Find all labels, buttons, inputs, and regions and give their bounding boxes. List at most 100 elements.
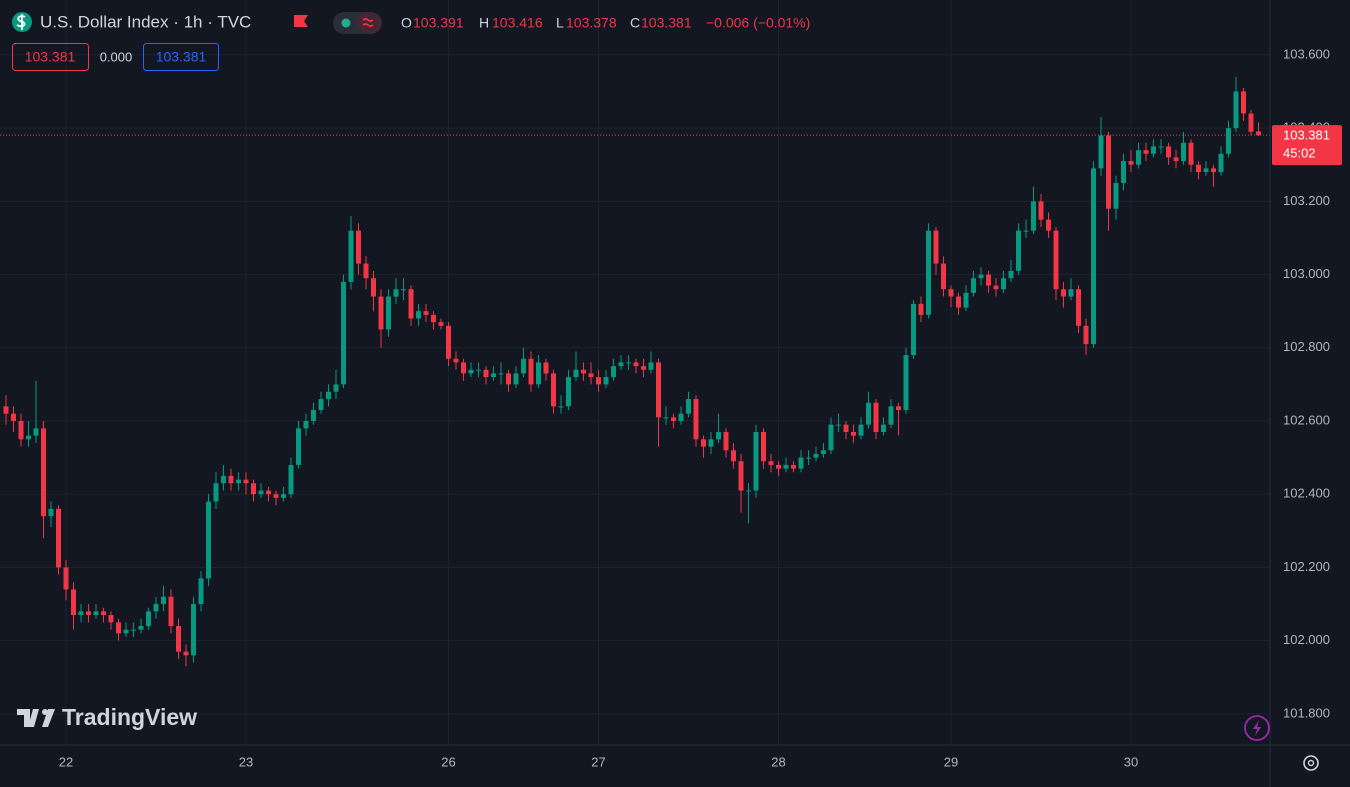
price-badge-bg — [1272, 125, 1342, 166]
last-price-label: 103.381 — [1283, 128, 1330, 143]
candle-body — [761, 431, 766, 462]
ohlc-label: L — [556, 15, 564, 31]
flag-icon[interactable] — [294, 15, 308, 27]
logo-icon — [17, 709, 39, 727]
candle-body — [438, 322, 444, 326]
candle-body — [333, 384, 339, 392]
candle-body — [183, 651, 189, 656]
candle-body — [836, 424, 841, 426]
change: −0.006 (−0.01%) — [706, 15, 810, 31]
alert-icon[interactable] — [1244, 715, 1270, 741]
candle-body — [228, 475, 234, 484]
candle-body — [311, 410, 316, 422]
candle-body — [63, 567, 69, 590]
candle-body — [296, 428, 301, 465]
candle-body — [258, 490, 264, 495]
candle-body — [288, 464, 294, 495]
candle-body — [86, 611, 91, 616]
candle-body — [1158, 146, 1164, 148]
candle-body — [881, 424, 886, 432]
candle-body — [753, 431, 759, 491]
candle-body — [356, 230, 361, 264]
candle-body — [176, 626, 181, 652]
candle-body — [566, 377, 571, 407]
candle-body — [3, 406, 9, 414]
candle-body — [341, 281, 346, 385]
y-tick-label: 102.000 — [1283, 632, 1330, 647]
bid[interactable]: 103.381 — [25, 49, 76, 65]
candle-body — [56, 508, 61, 568]
candle-body — [708, 439, 714, 447]
candle-body — [933, 230, 939, 264]
candle-body — [303, 421, 309, 429]
candle-body — [993, 285, 999, 290]
candle-body — [78, 611, 84, 616]
logo-icon — [42, 709, 55, 727]
candle-body — [1196, 164, 1201, 173]
candle-body — [528, 358, 534, 385]
candle-body — [1181, 142, 1186, 162]
x-tick-label: 26 — [441, 754, 455, 769]
candle-body — [1023, 230, 1029, 232]
candle-body — [213, 483, 219, 502]
candle-body — [843, 424, 849, 432]
candle-body — [41, 428, 46, 517]
candle-body — [1136, 150, 1141, 165]
candle-body — [348, 230, 354, 282]
candle-body — [1016, 230, 1021, 271]
candle-body — [1203, 168, 1209, 173]
ohlc-value: 103.378 — [566, 15, 617, 31]
candle-body — [221, 475, 226, 484]
candle-body — [491, 373, 496, 378]
candle-body — [671, 417, 676, 422]
candle-body — [641, 366, 646, 370]
x-tick-label: 28 — [771, 754, 785, 769]
candle-body — [266, 490, 271, 495]
candle-body — [33, 428, 39, 436]
candle-body — [191, 604, 196, 656]
ask[interactable]: 103.381 — [156, 49, 207, 65]
candle-body — [888, 406, 894, 425]
candle-body — [1061, 289, 1066, 297]
candle-body — [551, 373, 556, 407]
bid-box[interactable] — [12, 43, 89, 71]
candle-body — [423, 311, 429, 315]
candle-body — [611, 366, 616, 378]
price-badge: 103.381 45:02 — [1272, 125, 1342, 166]
candle-body — [626, 362, 631, 364]
candle-body — [1241, 91, 1246, 114]
ohlc-label: H — [479, 15, 489, 31]
plot-area — [0, 76, 1270, 667]
candle-body — [1098, 135, 1104, 169]
settings-icon[interactable] — [1303, 755, 1319, 771]
symbol-title[interactable]: U.S. Dollar Index · 1h · TVC — [40, 12, 251, 31]
candle-body — [656, 362, 661, 418]
candle-body — [1188, 142, 1194, 165]
candle-body — [1218, 153, 1224, 173]
candle-body — [806, 457, 811, 459]
candle-body — [693, 399, 699, 440]
candle-body — [513, 373, 519, 385]
candle-body — [716, 431, 721, 440]
candle-body — [828, 424, 834, 451]
candle-body — [768, 461, 774, 465]
candle-body — [236, 479, 241, 484]
candle-body — [326, 391, 331, 400]
candle-body — [506, 373, 511, 385]
candle-body — [153, 604, 159, 612]
countdown: 45:02 — [1283, 146, 1316, 161]
ask-box[interactable] — [143, 43, 219, 71]
candle-body — [866, 402, 871, 425]
candle-body — [431, 314, 436, 323]
candle-body — [363, 263, 369, 279]
candle-body — [498, 373, 504, 375]
candle-body — [161, 596, 166, 605]
candle-body — [461, 362, 466, 374]
x-tick-label: 30 — [1124, 754, 1138, 769]
ohlc-value: 103.416 — [492, 15, 543, 31]
status-dot — [341, 18, 351, 28]
dollar-glyph — [16, 14, 26, 30]
candle-body — [71, 589, 76, 616]
